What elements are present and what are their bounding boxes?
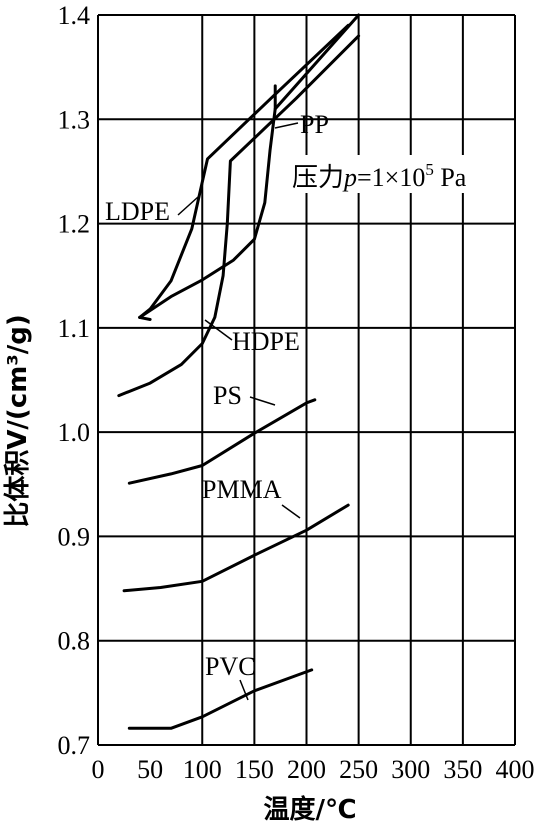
svg-text:压力p=1×105 Pa: 压力p=1×105 Pa xyxy=(292,160,467,193)
annotation-unit: Pa xyxy=(434,163,467,192)
y-tick-label-4: 1.1 xyxy=(58,314,91,343)
label-leaders xyxy=(177,122,301,701)
y-tick-label-0: 0.7 xyxy=(58,731,91,760)
annotation-prefix: 压力 xyxy=(292,163,344,193)
series-curves xyxy=(117,13,361,730)
series-line-ldpe-start xyxy=(138,315,152,322)
series-label-ps: PS xyxy=(213,381,242,410)
pressure-annotation: 压力p=1×105 Pa xyxy=(287,155,503,193)
series-line-pp xyxy=(138,13,361,319)
annotation-var: p xyxy=(342,163,357,192)
x-tick-label-6: 300 xyxy=(391,755,430,784)
series-line-pvc xyxy=(127,668,314,730)
tick-labels: 0.7 0.8 0.9 1.0 1.1 1.2 1.3 1.4 0 50 100 150 200 250 3… xyxy=(58,1,535,784)
y-tick-label-1: 0.8 xyxy=(58,627,91,656)
y-tick-label-5: 1.2 xyxy=(58,210,91,239)
series-line-pmma xyxy=(122,503,350,593)
leader-ps xyxy=(249,396,276,406)
x-tick-label-2: 100 xyxy=(183,755,222,784)
series-label-pvc: PVC xyxy=(205,652,256,681)
annotation-exp: 5 xyxy=(425,160,434,179)
leader-pvc xyxy=(239,679,249,701)
x-tick-label-8: 400 xyxy=(496,755,535,784)
x-tick-label-0: 0 xyxy=(92,755,105,784)
series-label-hdpe: HDPE xyxy=(232,327,300,356)
leader-pp xyxy=(274,122,299,129)
leader-pmma xyxy=(281,504,301,519)
x-tick-label-7: 350 xyxy=(443,755,482,784)
series-line-hdpe xyxy=(117,34,361,398)
series-line-ldpe xyxy=(138,23,350,319)
y-tick-label-6: 1.3 xyxy=(58,105,91,134)
annotation-value: =1×10 xyxy=(357,163,425,192)
y-tick-label-3: 1.0 xyxy=(58,418,91,447)
leader-ldpe xyxy=(177,196,199,216)
y-tick-label-7: 1.4 xyxy=(58,1,91,30)
series-line-ps xyxy=(127,398,317,485)
x-tick-label-3: 150 xyxy=(235,755,274,784)
leader-hdpe xyxy=(204,319,233,341)
series-label-pp: PP xyxy=(300,110,329,139)
series-label-pmma: PMMA xyxy=(202,475,282,504)
x-tick-label-5: 250 xyxy=(339,755,378,784)
series-label-ldpe: LDPE xyxy=(105,197,170,226)
y-axis-title: 比体积V/(cm³/g) xyxy=(3,314,33,527)
y-tick-label-2: 0.9 xyxy=(58,522,91,551)
x-axis-title: 温度/℃ xyxy=(264,794,357,825)
x-tick-label-1: 50 xyxy=(137,755,163,784)
x-tick-label-4: 200 xyxy=(287,755,326,784)
